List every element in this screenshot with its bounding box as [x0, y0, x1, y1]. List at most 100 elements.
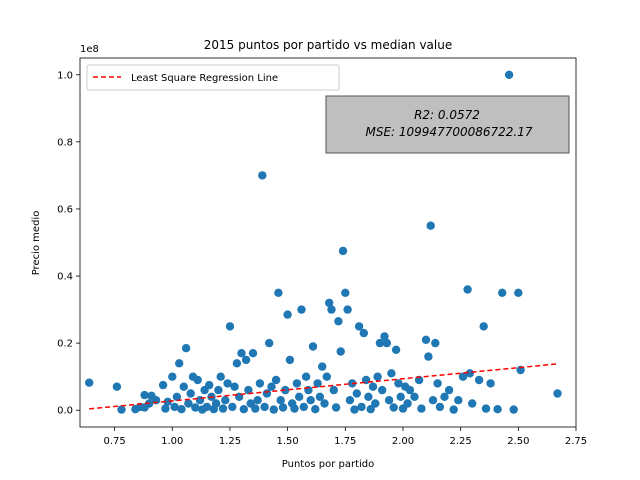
data-point: [371, 399, 380, 408]
data-point: [211, 399, 221, 408]
data-point: [276, 396, 285, 405]
data-point: [267, 382, 276, 391]
data-point: [299, 402, 308, 412]
data-point: [479, 322, 488, 331]
data-point: [112, 382, 122, 391]
data-point: [435, 402, 445, 412]
data-point: [313, 379, 322, 388]
data-point: [271, 375, 281, 385]
data-point: [232, 359, 242, 368]
data-point: [218, 404, 228, 413]
data-point: [262, 389, 272, 398]
data-point: [260, 402, 269, 412]
data-point: [428, 396, 438, 405]
data-point: [297, 305, 306, 314]
data-point: [481, 404, 491, 413]
data-point: [468, 399, 477, 408]
regression-line: [89, 363, 558, 410]
legend-entry: Least Square Regression Line: [131, 73, 278, 84]
legend-box: [86, 64, 340, 91]
data-point: [292, 379, 302, 388]
data-point: [140, 390, 149, 400]
data-point: [345, 396, 355, 405]
data-point: [325, 298, 334, 308]
y-tick-label: 0.4: [57, 272, 73, 283]
data-point: [359, 328, 368, 338]
r2-text: R2: 0.0572: [414, 108, 480, 122]
data-point: [449, 405, 458, 414]
data-point: [181, 344, 191, 353]
data-point: [373, 372, 382, 381]
data-point: [458, 372, 468, 381]
x-axis-label: Puntos por partido: [282, 459, 374, 470]
data-point: [396, 392, 405, 401]
data-point: [341, 288, 350, 297]
data-point: [389, 403, 398, 412]
data-point: [301, 372, 311, 381]
x-axis-ticks: 0.75 1.00 1.25 1.50 1.75 2.00 2.25 2.50 2.75: [103, 427, 587, 447]
data-point: [255, 379, 265, 388]
data-point: [191, 403, 200, 412]
data-point: [117, 405, 126, 414]
data-point: [315, 392, 325, 401]
data-point: [205, 380, 214, 390]
x-tick-label: 1.25: [219, 436, 241, 447]
data-point: [214, 385, 223, 395]
data-point: [285, 355, 295, 365]
data-point: [357, 402, 366, 412]
x-tick-label: 0.75: [103, 436, 125, 447]
data-point: [352, 389, 361, 398]
data-point: [318, 362, 327, 371]
chart-title: 2015 puntos por partido vs median value: [204, 38, 452, 52]
data-point: [244, 385, 253, 395]
data-point: [306, 396, 315, 405]
data-point: [186, 389, 195, 398]
data-point: [221, 396, 230, 405]
data-point: [394, 379, 403, 388]
y-axis-label: Precio medio: [31, 211, 42, 276]
data-point: [216, 372, 225, 381]
data-point: [170, 402, 179, 412]
data-point: [251, 404, 260, 413]
x-tick-label: 1.75: [334, 436, 356, 447]
data-point: [163, 397, 172, 406]
data-point: [504, 70, 514, 80]
plot-area-frame: [79, 57, 577, 428]
data-point: [177, 405, 186, 414]
y-tick-label: 0.8: [57, 137, 73, 148]
data-point: [265, 338, 274, 348]
mse-text: MSE: 109947700086722.17: [365, 125, 532, 139]
data-point: [336, 347, 345, 356]
data-point: [424, 352, 433, 361]
data-point: [172, 392, 182, 401]
data-point: [431, 338, 440, 348]
data-point: [253, 396, 262, 405]
data-point: [465, 369, 475, 378]
plot-content: [85, 70, 562, 414]
x-tick-label: 1.50: [276, 436, 298, 447]
y-tick-label: 0.6: [57, 204, 73, 215]
data-point: [474, 375, 484, 385]
data-point: [223, 379, 232, 388]
data-point: [248, 349, 258, 358]
data-point: [322, 372, 331, 381]
data-point: [387, 369, 396, 378]
data-point: [421, 335, 431, 344]
data-point: [334, 317, 343, 326]
data-point: [433, 379, 442, 388]
data-point: [237, 349, 246, 358]
x-tick-label: 2.75: [565, 436, 587, 447]
data-point: [320, 399, 329, 408]
data-point: [258, 171, 267, 180]
data-point: [350, 405, 359, 414]
legend: Least Square Regression Line: [86, 64, 340, 91]
data-point: [225, 322, 235, 331]
data-point: [329, 385, 338, 395]
data-point: [179, 382, 188, 391]
y-tick-label: 0.0: [57, 406, 73, 417]
data-point: [378, 385, 387, 395]
data-point: [241, 355, 251, 365]
x-tick-label: 1.00: [161, 436, 183, 447]
data-point: [514, 288, 523, 297]
